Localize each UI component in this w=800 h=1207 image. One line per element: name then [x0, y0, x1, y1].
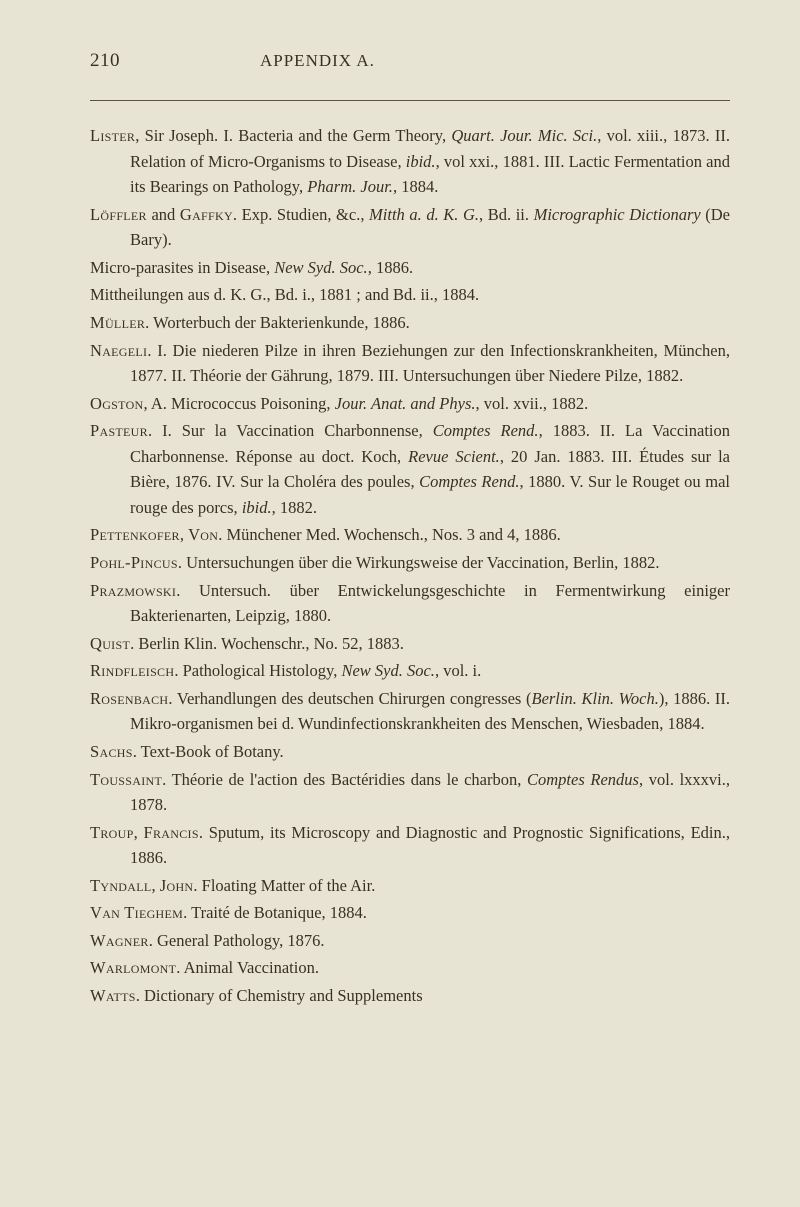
bibliography-entry: Watts. Dictionary of Chemistry and Suppl… — [90, 983, 730, 1009]
entry-author: Tyndall — [90, 876, 152, 895]
entry-author: Rosenbach — [90, 689, 168, 708]
bibliography-entry: Wagner. General Pathology, 1876. — [90, 928, 730, 954]
bibliography-entry: Sachs. Text-Book of Botany. — [90, 739, 730, 765]
bibliography-entry: Micro-parasites in Disease, New Syd. Soc… — [90, 255, 730, 281]
bibliography-entry: Tyndall, John. Floating Matter of the Ai… — [90, 873, 730, 899]
bibliography-entry: Pettenkofer, Von. Münchener Med. Wochens… — [90, 522, 730, 548]
bibliography-entry: Mittheilungen aus d. K. G., Bd. i., 1881… — [90, 282, 730, 308]
page-number: 210 — [90, 50, 120, 72]
header-divider — [90, 100, 730, 101]
bibliography-entry: Lister, Sir Joseph. I. Bacteria and the … — [90, 123, 730, 200]
bibliography-entry: Pasteur. I. Sur la Vaccination Charbonne… — [90, 418, 730, 520]
entry-author: Toussaint — [90, 770, 162, 789]
entry-author: Van Tieghem — [90, 903, 183, 922]
entry-author: Lister — [90, 126, 135, 145]
entry-author: Löffler — [90, 205, 147, 224]
bibliography-entry: Prazmowski. Untersuch. über Entwickelung… — [90, 578, 730, 629]
bibliography-entries: Lister, Sir Joseph. I. Bacteria and the … — [90, 123, 730, 1009]
bibliography-entry: Van Tieghem. Traité de Botanique, 1884. — [90, 900, 730, 926]
entry-author: Pohl-Pincus — [90, 553, 178, 572]
entry-author: Troup — [90, 823, 134, 842]
entry-author: Müller — [90, 313, 145, 332]
bibliography-entry: Rosenbach. Verhandlungen des deutschen C… — [90, 686, 730, 737]
entry-author: Warlomont — [90, 958, 176, 977]
entry-author: Ogston — [90, 394, 144, 413]
entry-author: Wagner — [90, 931, 149, 950]
page: 210 APPENDIX A. Lister, Sir Joseph. I. B… — [0, 0, 800, 1207]
entry-author: Pettenkofer — [90, 525, 180, 544]
entry-author: Watts — [90, 986, 136, 1005]
entry-author: Quist — [90, 634, 130, 653]
entry-author: Sachs — [90, 742, 133, 761]
entry-author: Pasteur — [90, 421, 148, 440]
entry-author: Naegeli — [90, 341, 147, 360]
bibliography-entry: Warlomont. Animal Vaccination. — [90, 955, 730, 981]
bibliography-entry: Quist. Berlin Klin. Wochenschr., No. 52,… — [90, 631, 730, 657]
bibliography-entry: Müller. Worterbuch der Bakterienkunde, 1… — [90, 310, 730, 336]
bibliography-entry: Löffler and Gaffky. Exp. Studien, &c., M… — [90, 202, 730, 253]
entry-author: Rindfleisch — [90, 661, 174, 680]
bibliography-entry: Naegeli. I. Die niederen Pilze in ihren … — [90, 338, 730, 389]
bibliography-entry: Toussaint. Théorie de l'action des Bacté… — [90, 767, 730, 818]
running-header: 210 APPENDIX A. — [90, 50, 730, 72]
header-title: APPENDIX A. — [260, 51, 375, 71]
bibliography-entry: Troup, Francis. Sputum, its Microscopy a… — [90, 820, 730, 871]
bibliography-entry: Ogston, A. Micrococcus Poisoning, Jour. … — [90, 391, 730, 417]
entry-author: Prazmowski — [90, 581, 176, 600]
bibliography-entry: Pohl-Pincus. Untersuchungen über die Wir… — [90, 550, 730, 576]
bibliography-entry: Rindfleisch. Pathological Histology, New… — [90, 658, 730, 684]
